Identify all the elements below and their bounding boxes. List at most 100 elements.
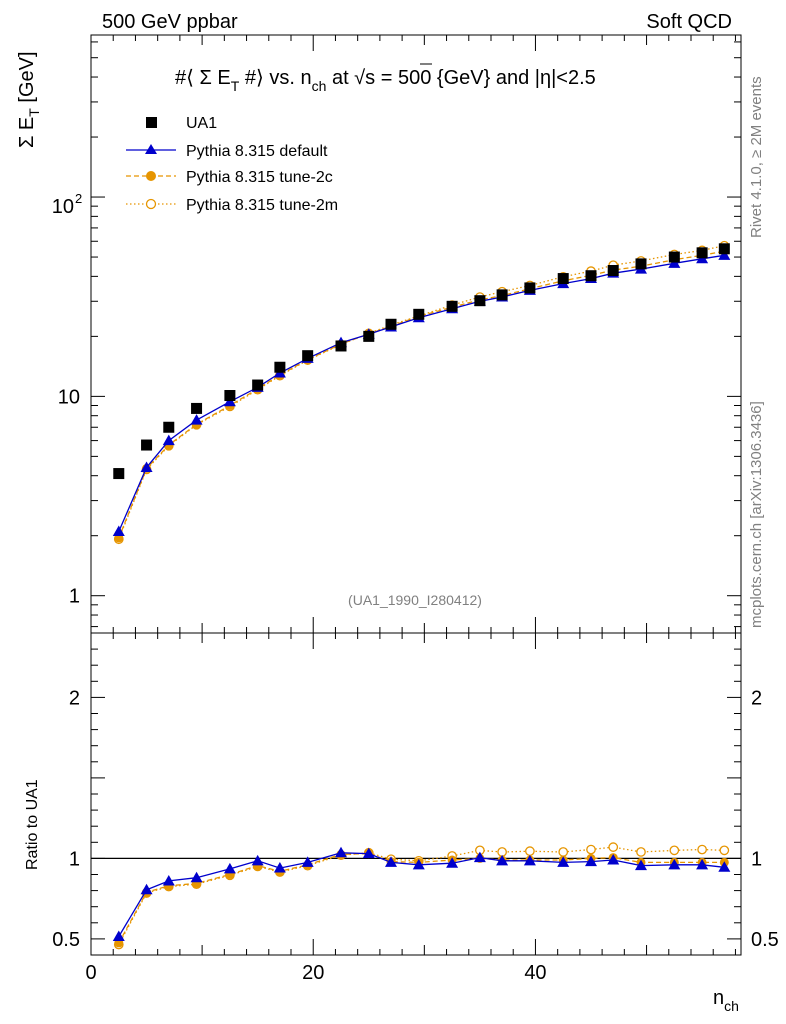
main-point-data (635, 258, 647, 270)
ratio-point-default (190, 871, 203, 883)
main-point-data (335, 340, 347, 352)
ratio-point-default (585, 855, 597, 867)
ratio-point-default (162, 874, 175, 886)
ratio-point-tune2m (608, 842, 619, 852)
legend-marker-tune2m (145, 198, 157, 210)
main-point-data (141, 439, 153, 451)
main-point-data (302, 350, 314, 362)
ratio-point-default (557, 856, 570, 867)
legend-marker-tune2c (146, 171, 156, 181)
ratio-x-ticks (90, 633, 736, 955)
main-point-data (385, 318, 397, 330)
ratio-y-axis-title: Ratio to UA1 (24, 779, 41, 870)
y-tick-label-100-exponent: 2 (75, 191, 82, 206)
ratio-point-default (223, 862, 236, 874)
main-point-data (446, 300, 458, 312)
legend-label-tune2c: Pythia 8.315 tune-2c (186, 169, 333, 186)
main-point-data (718, 243, 730, 255)
main-series-data (113, 243, 730, 480)
main-point-data (696, 247, 708, 259)
main-point-data (524, 282, 536, 294)
x-tick-label-20: 20 (302, 962, 324, 984)
mcplots-label: mcplots.cern.ch [arXiv:1306.3436] (748, 401, 765, 628)
ratio-y-tick-label-right-1: 1 (751, 848, 762, 870)
ratio-point-default (140, 883, 153, 895)
header-right-label: Soft QCD (646, 11, 732, 33)
ratio-point-default (446, 857, 459, 868)
ratio-point-default (362, 847, 375, 859)
main-point-data (113, 468, 125, 480)
main-point-data (274, 361, 286, 373)
main-y-ticks (91, 41, 741, 628)
legend: UA1 Pythia 8.315 default Pythia 8.315 tu… (126, 115, 338, 214)
legend-marker-ua1 (146, 117, 157, 128)
ratio-point-tune2m (586, 844, 596, 855)
ratio-y-tick-labels-right: 0.5 1 2 (751, 687, 779, 951)
x-tick-label-0: 0 (85, 962, 96, 984)
main-point-default (668, 257, 681, 268)
main-point-default (718, 249, 731, 260)
main-point-data (224, 390, 236, 402)
main-line-tune2m (118, 245, 725, 540)
ratio-point-default (523, 854, 536, 866)
ratio-point-default (301, 856, 314, 867)
ratio-point-default (251, 854, 264, 866)
ratio-point-default (112, 930, 125, 941)
main-point-data (668, 251, 680, 263)
ratio-y-tick-label-1: 1 (69, 848, 80, 870)
ratio-series-default (112, 846, 731, 941)
chart-title: #⟨ Σ ET #⟩ vs. nch at √s = 500 {GeV} and… (175, 67, 596, 94)
ratio-point-default (273, 862, 286, 873)
main-plot-frame (90, 34, 742, 634)
main-point-data (557, 273, 569, 285)
main-x-ticks (90, 35, 736, 633)
ratio-point-default (635, 859, 647, 871)
ratio-y-tick-labels-left: 0.5 1 2 (52, 687, 80, 951)
main-point-data (163, 421, 175, 433)
y-tick-label-10: 10 (58, 386, 80, 408)
main-y-tick-labels: 1 10 10 2 (52, 191, 82, 608)
ratio-point-tune2m (558, 847, 569, 857)
main-point-data (413, 308, 425, 320)
ratio-point-tune2m (719, 845, 730, 856)
legend-label-ua1: UA1 (186, 115, 217, 132)
main-point-data (191, 402, 203, 414)
main-point-data (496, 289, 508, 301)
ratio-y-tick-label-2: 2 (69, 687, 80, 709)
main-point-default (140, 461, 153, 472)
legend-label-default: Pythia 8.315 default (186, 143, 328, 160)
ratio-point-default (412, 858, 425, 870)
main-point-data (474, 295, 486, 307)
ratio-point-tune2m (636, 847, 646, 857)
y-tick-label-1: 1 (69, 586, 80, 608)
ratio-point-default (473, 851, 486, 863)
ratio-point-default (385, 856, 397, 867)
main-point-default (190, 414, 203, 425)
main-point-data (585, 270, 597, 282)
main-series (112, 240, 731, 545)
legend-label-tune2m: Pythia 8.315 tune-2m (186, 197, 338, 214)
rivet-version-label: Rivet 4.1.0, ≥ 2M events (748, 76, 765, 238)
ratio-point-tune2m (697, 844, 707, 855)
y-tick-label-100: 10 (52, 196, 74, 218)
x-tick-labels: 0 20 40 (85, 962, 546, 984)
ratio-point-default (668, 858, 681, 870)
ratio-point-default (496, 854, 509, 866)
main-point-data (363, 330, 375, 342)
ratio-point-default (335, 846, 347, 858)
ratio-y-tick-label-right-2: 2 (751, 687, 762, 709)
main-y-axis-title: Σ ET [GeV] (16, 51, 42, 148)
ratio-plot-frame (90, 632, 742, 956)
ratio-point-tune2m (525, 846, 535, 857)
main-point-default (112, 525, 125, 536)
header-left-label: 500 GeV ppbar (102, 11, 238, 33)
x-tick-label-40: 40 (524, 962, 546, 984)
ratio-series (112, 842, 731, 950)
analysis-watermark: (UA1_1990_I280412) (348, 592, 482, 608)
x-axis-title: nch (713, 987, 739, 1014)
ratio-point-default (696, 858, 709, 870)
ratio-y-ticks (91, 632, 741, 956)
ratio-y-tick-label-0.5: 0.5 (52, 929, 80, 951)
main-point-data (252, 379, 264, 391)
